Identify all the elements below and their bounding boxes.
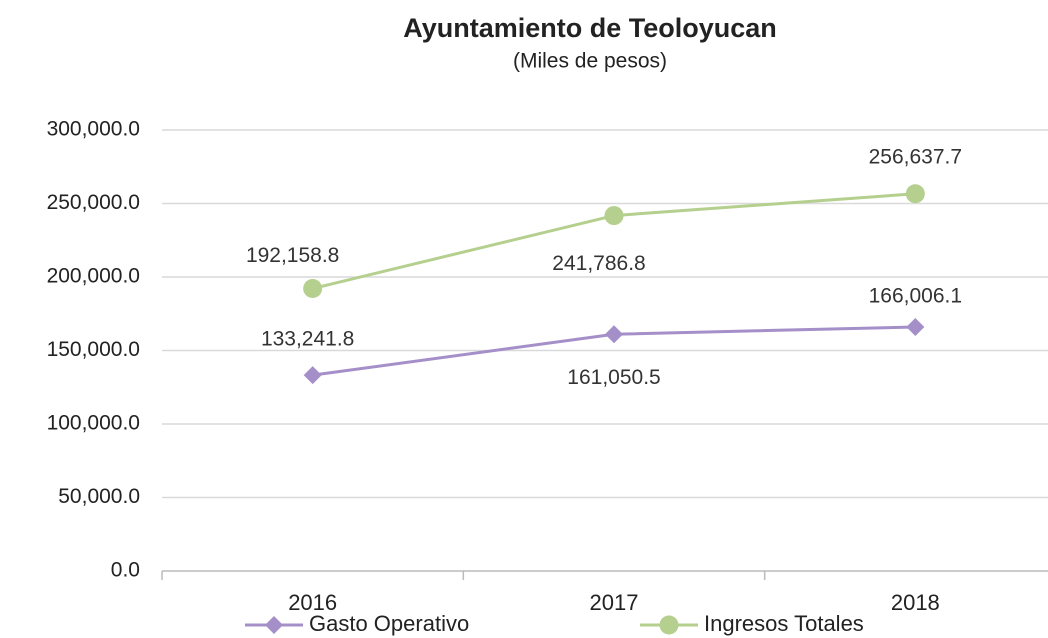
y-tick-label: 50,000.0 xyxy=(58,485,140,508)
legend-label: Ingresos Totales xyxy=(704,611,864,636)
y-tick-label: 300,000.0 xyxy=(47,118,140,141)
data-label: 192,158.8 xyxy=(246,244,339,267)
y-tick-label: 250,000.0 xyxy=(47,191,140,214)
data-point xyxy=(905,184,925,204)
chart-title: Ayuntamiento de Teoloyucan xyxy=(403,13,777,43)
x-tick-label: 2016 xyxy=(288,590,337,615)
y-tick-label: 150,000.0 xyxy=(47,338,140,361)
data-point xyxy=(604,206,624,226)
x-tick-label: 2017 xyxy=(590,590,639,615)
data-label: 241,786.8 xyxy=(552,252,645,275)
y-tick-label: 0.0 xyxy=(111,559,140,582)
legend-marker xyxy=(659,615,679,635)
y-tick-label: 100,000.0 xyxy=(47,412,140,435)
data-label: 166,006.1 xyxy=(869,285,962,308)
legend-marker xyxy=(265,616,283,634)
data-label: 133,241.8 xyxy=(261,328,354,351)
data-point xyxy=(303,366,322,385)
data-point xyxy=(605,325,623,344)
x-tick-label: 2018 xyxy=(891,590,940,615)
data-point xyxy=(906,317,925,336)
data-label: 256,637.7 xyxy=(869,145,962,168)
data-label: 161,050.5 xyxy=(567,366,660,389)
chart-subtitle: (Miles de pesos) xyxy=(513,50,667,73)
y-tick-label: 200,000.0 xyxy=(47,265,140,288)
data-point xyxy=(303,279,323,299)
legend-label: Gasto Operativo xyxy=(309,611,469,636)
